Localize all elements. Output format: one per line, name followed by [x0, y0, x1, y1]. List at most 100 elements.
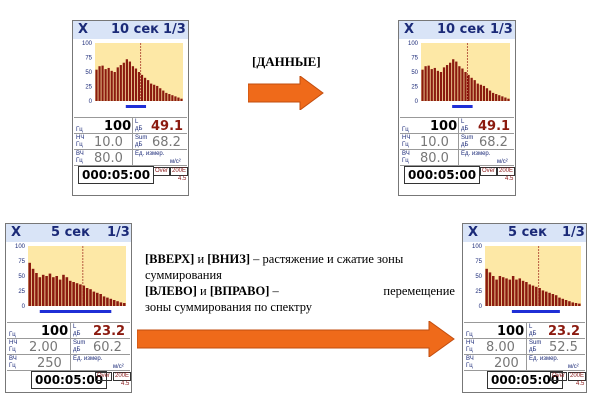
hf-unit: Гц: [9, 363, 16, 369]
spectrum-bar: [38, 277, 42, 306]
frequency-value: 100: [41, 324, 69, 339]
spectrum-bar: [551, 294, 555, 306]
description-line-4: зоны суммирования по спектру: [145, 300, 313, 314]
level-value: 49.1: [478, 119, 511, 134]
device-header: X 10 сек 1/3: [73, 21, 188, 39]
spectrum-bar: [498, 276, 502, 306]
spectrum-plot: 100 75 50 25 0: [408, 41, 510, 108]
spectrum-bar: [485, 88, 489, 101]
spectrum-plot: 100 75 50 25 0: [472, 244, 581, 313]
device-screen-4: X 5 сек 1/3 100 75 50 25 0 Гц 100 L дБ 23.2 …: [462, 223, 587, 393]
range-value: 4.5: [505, 176, 514, 182]
spectrum-bar: [482, 85, 486, 101]
summation-zone-bar: [511, 310, 560, 313]
data-key-label: [ДАННЫЕ]: [252, 54, 321, 69]
y-tick-label: 100: [15, 244, 26, 250]
level-unit: дБ: [461, 126, 469, 132]
description-fragment: –: [269, 284, 279, 298]
spectrum-bar: [116, 67, 119, 101]
time-row: 000:05:00 Over 200E 4.5: [464, 370, 587, 389]
device-screen-2: X 10 сек 1/3 100 75 50 25 0 Гц 100 L дБ 49.1…: [398, 20, 516, 196]
frequency-value: 100: [104, 119, 132, 134]
spectrum-bar: [521, 280, 525, 306]
spectrum-bar: [89, 289, 92, 306]
lf-unit: Гц: [466, 347, 473, 353]
spectrum-bar: [55, 276, 59, 306]
spectrum-bar: [165, 92, 168, 101]
spectrum-bar: [495, 94, 498, 101]
sum-label: Sum: [135, 135, 148, 141]
averaging-time: 10 сек: [111, 22, 159, 37]
device-header: X 5 сек 1/3: [463, 224, 586, 242]
hf-row: ВЧ Гц 250 Ед. измер. м/с²: [7, 354, 130, 371]
spectrum-bar: [449, 62, 452, 101]
sum-value: 68.2: [152, 135, 181, 150]
spectrum-bar: [79, 284, 82, 306]
spectrum-bar: [464, 72, 467, 101]
lf-value: 10.0: [94, 135, 123, 150]
range-indicator: 200E: [113, 372, 132, 381]
spectrum-bar: [561, 298, 565, 306]
lf-value: 8.00: [486, 340, 515, 355]
y-tick-label: 75: [475, 259, 482, 265]
averaging-time: 10 сек: [437, 22, 485, 37]
spectrum-bar: [35, 273, 38, 306]
summation-zone-bar: [125, 105, 147, 108]
description-line-1: [ВВЕРХ] и [ВНИЗ] – растяжение и сжатие з…: [145, 251, 455, 267]
right-arrow-icon: [248, 76, 324, 110]
spectrum-bar: [476, 83, 479, 101]
level-unit: дБ: [73, 331, 81, 337]
frequency-row: Гц 100 L дБ 23.2: [464, 322, 585, 339]
spectrum-bar: [571, 302, 574, 306]
y-tick-label: 75: [18, 259, 25, 265]
spectrum-bar: [171, 95, 174, 101]
spectrum-bar: [116, 301, 119, 306]
spectrum-bar: [146, 80, 150, 101]
spectrum-bar: [128, 61, 132, 101]
spectrum-bar: [427, 65, 430, 101]
spectrum-bar: [445, 65, 449, 101]
page-indicator: 1/3: [490, 22, 513, 37]
time-row: 000:05:00 Over 200E 4.5: [400, 165, 516, 184]
spectrum-bar: [159, 88, 162, 101]
units-value: м/с²: [113, 364, 124, 370]
overload-indicator: Over: [550, 372, 568, 381]
spectrum-bar: [119, 302, 123, 306]
spectrum-bar: [507, 98, 510, 101]
overload-indicator: Over: [480, 167, 498, 176]
spectrum-bar: [421, 69, 424, 101]
lf-label: НЧ: [76, 135, 85, 141]
spectrum-bar: [106, 297, 109, 306]
sum-value: 60.2: [93, 340, 122, 355]
spectrum-bar: [156, 85, 159, 101]
hf-label: ВЧ: [76, 151, 84, 157]
y-tick-label: 100: [82, 41, 93, 47]
y-tick-label: 25: [85, 85, 92, 91]
spectrum-bar: [72, 282, 75, 306]
spectrum-bar: [131, 66, 135, 101]
spectrum-bar: [113, 72, 116, 101]
lf-label: НЧ: [402, 135, 411, 141]
units-value: м/с²: [568, 364, 579, 370]
hf-row: ВЧ Гц 80.0 Ед. измер. м/с²: [400, 149, 514, 166]
y-tick-label: 25: [411, 85, 418, 91]
spectrum-bar: [508, 279, 512, 306]
spectrum-bar: [98, 66, 101, 101]
range-indicator: 200E: [170, 167, 189, 176]
description-fragment: – растяжение и сжатие зоны: [250, 252, 404, 266]
spectrum-bar: [58, 279, 62, 306]
y-tick-label: 50: [475, 274, 482, 280]
y-tick-label: 75: [85, 56, 92, 62]
sum-value: 52.5: [549, 340, 578, 355]
description-text: [ВВЕРХ] и [ВНИЗ] – растяжение и сжатие з…: [145, 251, 455, 315]
lf-value: 10.0: [420, 135, 449, 150]
spectrum-bar: [531, 285, 535, 306]
spectrum-bar: [52, 277, 55, 306]
spectrum-bar: [107, 67, 110, 101]
right-key: [ВПРАВО]: [209, 284, 270, 298]
units-label: Ед. измер.: [529, 356, 559, 362]
right-arrow-icon: [137, 321, 455, 357]
level-value: 23.2: [548, 324, 581, 339]
spectrum-bar: [554, 295, 558, 306]
page-indicator: 1/3: [163, 22, 186, 37]
